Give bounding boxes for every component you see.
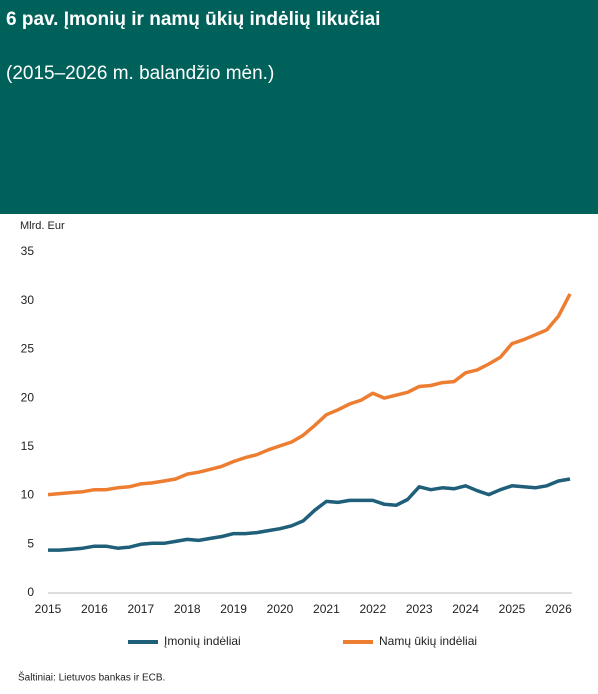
x-tick-label: 2021 [313, 602, 340, 616]
y-tick-label: 15 [21, 439, 35, 453]
x-tick-label: 2015 [35, 602, 62, 616]
x-tick-label: 2019 [220, 602, 247, 616]
legend-label: Įmonių indėliai [164, 634, 241, 648]
legend-label: Namų ūkių indėliai [379, 634, 477, 648]
y-tick-label: 20 [21, 390, 35, 404]
x-tick-label: 2022 [359, 602, 386, 616]
series-line [48, 477, 571, 552]
y-tick-label: 5 [27, 536, 34, 550]
source-note: Šaltiniai: Lietuvos bankas ir ECB. [18, 671, 165, 684]
y-tick-label: 10 [21, 488, 35, 502]
x-tick-label: 2024 [452, 602, 479, 616]
y-tick-label: 0 [27, 585, 34, 599]
header-band [0, 0, 598, 214]
x-tick-label: 2023 [406, 602, 433, 616]
y-tick-label: 30 [21, 293, 35, 307]
x-tick-label: 2020 [267, 602, 294, 616]
y-tick-label: 35 [21, 244, 35, 258]
x-tick-label: 2018 [174, 602, 201, 616]
x-tick-label: 2017 [127, 602, 154, 616]
x-tick-label: 2016 [81, 602, 108, 616]
chart-title: 6 pav. Įmonių ir namų ūkių indėlių likuč… [6, 9, 380, 30]
x-tick-label: 2026 [545, 602, 572, 616]
y-tick-label: 25 [21, 342, 35, 356]
x-tick-label: 2025 [499, 602, 526, 616]
y-axis-label: Mlrd. Eur [20, 220, 65, 232]
chart-subtitle: (2015–2026 m. balandžio mėn.) [6, 63, 274, 84]
series-line [47, 293, 572, 497]
